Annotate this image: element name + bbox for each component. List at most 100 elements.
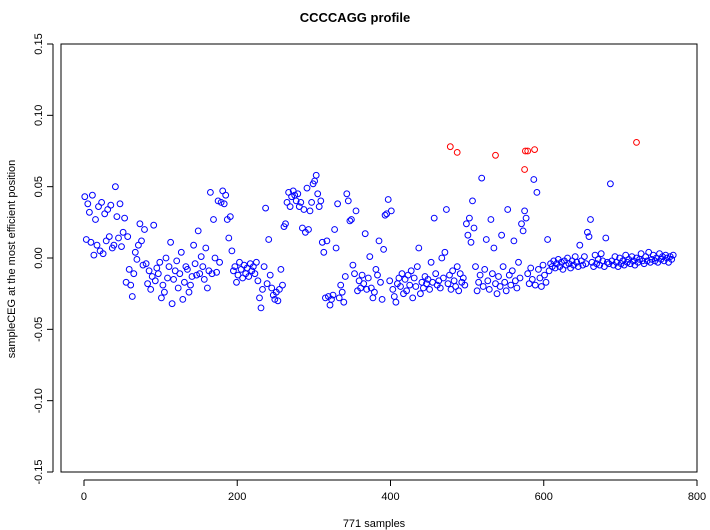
data-point <box>366 253 374 261</box>
data-point <box>115 234 122 242</box>
data-point <box>256 294 263 302</box>
data-point <box>496 283 504 290</box>
data-point <box>464 231 472 239</box>
data-point <box>337 281 345 289</box>
data-point <box>308 199 316 206</box>
data-point <box>335 294 343 302</box>
data-point <box>213 268 221 276</box>
y-axis-label: sampleCEG at the most efficient position <box>6 160 18 359</box>
data-point <box>145 267 153 275</box>
plot-frame <box>60 43 698 473</box>
data-point <box>371 288 378 296</box>
data-point <box>217 199 225 206</box>
data-point <box>542 278 550 286</box>
data-point <box>98 199 105 206</box>
data-point <box>286 203 294 211</box>
data-point <box>535 266 542 273</box>
data-point <box>501 278 509 286</box>
data-point <box>470 224 478 232</box>
data-point <box>351 270 358 278</box>
data-point <box>438 254 446 262</box>
data-point <box>177 248 185 256</box>
data-point <box>489 270 496 278</box>
data-point <box>479 283 487 290</box>
data-point <box>484 277 492 285</box>
data-point <box>87 238 95 246</box>
data-point <box>200 276 208 283</box>
data-point <box>167 238 175 246</box>
data-point <box>597 250 605 258</box>
data-point <box>253 258 260 266</box>
x-tick-label: 800 <box>688 491 706 503</box>
data-point <box>378 296 386 303</box>
data-point <box>125 266 133 273</box>
data-point <box>502 287 510 295</box>
data-point <box>579 261 587 269</box>
data-point <box>268 284 276 292</box>
data-point <box>527 264 535 272</box>
data-point <box>406 281 414 289</box>
data-point <box>581 253 588 261</box>
data-point <box>190 241 198 249</box>
data-point <box>466 214 473 222</box>
data-point <box>239 274 247 282</box>
data-point <box>133 256 141 263</box>
data-point <box>208 270 216 278</box>
data-point <box>499 263 507 271</box>
data-point <box>332 244 340 252</box>
data-point <box>331 226 339 233</box>
data-point <box>135 241 142 249</box>
data-point <box>233 278 240 286</box>
y-tick-label: 0.10 <box>33 105 45 126</box>
data-point <box>390 293 398 300</box>
data-point <box>381 211 389 219</box>
y-tick-label: 0.00 <box>33 247 45 268</box>
data-point <box>225 234 233 242</box>
data-point <box>403 287 411 295</box>
data-point <box>84 200 92 208</box>
data-point <box>130 270 138 278</box>
data-point <box>294 190 302 198</box>
data-point <box>440 274 447 282</box>
data-point <box>573 258 581 266</box>
data-point <box>415 244 423 252</box>
data-point <box>265 236 273 243</box>
data-point <box>164 274 171 282</box>
data-point <box>188 273 196 280</box>
data-point <box>344 197 352 205</box>
data-point <box>105 233 113 241</box>
data-point <box>571 253 579 261</box>
data-point <box>588 258 596 266</box>
data-point <box>653 254 660 262</box>
data-point <box>538 283 545 290</box>
data-point <box>525 280 533 288</box>
data-point <box>249 263 257 271</box>
data-point <box>544 236 551 243</box>
data-point <box>444 280 452 288</box>
x-tick-label: 200 <box>228 491 246 503</box>
data-point <box>568 257 576 265</box>
data-point <box>482 236 490 243</box>
data-point <box>472 263 479 271</box>
data-point <box>86 208 93 216</box>
data-point <box>104 206 112 213</box>
data-point <box>340 298 348 306</box>
data-point <box>648 256 656 263</box>
data-point <box>507 281 515 289</box>
data-point <box>593 260 600 268</box>
data-point <box>346 217 354 225</box>
data-point <box>81 193 89 201</box>
data-point <box>343 190 351 198</box>
data-point <box>420 284 427 292</box>
data-points <box>81 139 677 312</box>
data-point <box>349 261 357 269</box>
data-point <box>524 270 532 278</box>
data-point <box>251 270 259 278</box>
data-point <box>185 288 193 296</box>
x-tick-label: 0 <box>81 491 87 503</box>
data-point <box>139 261 147 269</box>
data-point <box>622 251 630 259</box>
data-point <box>358 271 366 279</box>
data-point <box>204 284 211 292</box>
